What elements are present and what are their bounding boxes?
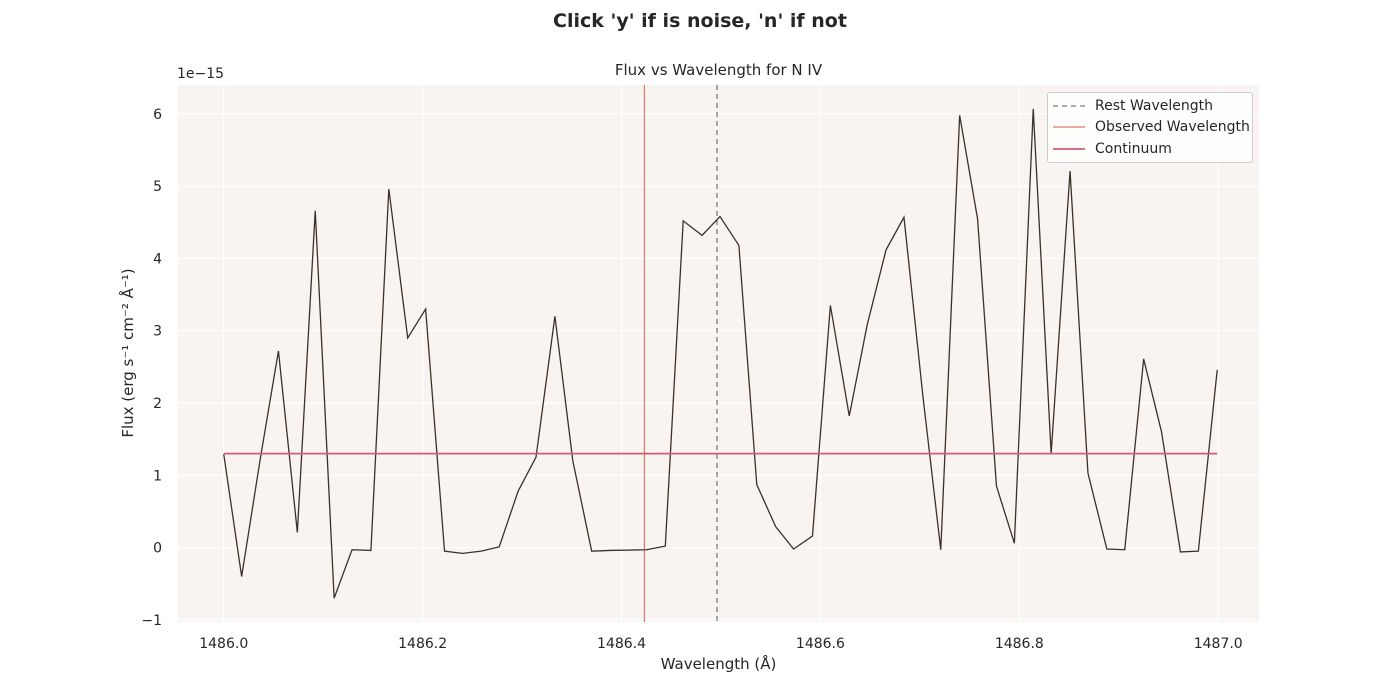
plot-area	[178, 85, 1259, 622]
legend-item-rest: Rest Wavelength	[1048, 95, 1252, 117]
legend-swatch-continuum	[1053, 142, 1085, 156]
y-tick-label: 1	[153, 468, 162, 484]
legend-item-observed: Observed Wavelength	[1048, 117, 1252, 139]
y-tick-label: 3	[153, 324, 162, 340]
y-tick-label: −1	[141, 613, 162, 629]
x-tick-label: 1486.4	[597, 636, 646, 652]
legend-swatch-rest	[1053, 99, 1085, 113]
x-tick-label: 1486.6	[796, 636, 845, 652]
y-tick-label: 6	[153, 107, 162, 123]
plot-title: Flux vs Wavelength for N IV	[614, 61, 823, 79]
legend-label-observed: Observed Wavelength	[1095, 119, 1250, 136]
x-tick-label: 1486.8	[995, 636, 1044, 652]
legend: Rest Wavelength Observed Wavelength Cont…	[1047, 92, 1253, 163]
x-tick-label: 1486.0	[199, 636, 248, 652]
y-axis-label: Flux (erg s⁻¹ cm⁻² Å⁻¹)	[119, 268, 137, 438]
x-tick-label: 1487.0	[1194, 636, 1243, 652]
y-tick-label: 0	[153, 541, 162, 557]
legend-item-continuum: Continuum	[1048, 138, 1252, 160]
y-tick-label: 2	[153, 396, 162, 412]
series-layer	[223, 85, 1218, 622]
x-axis-label: Wavelength (Å)	[660, 655, 777, 673]
legend-label-continuum: Continuum	[1095, 140, 1172, 157]
suptitle: Click 'y' if is noise, 'n' if not	[553, 10, 847, 32]
legend-swatch-observed	[1053, 120, 1085, 134]
legend-label-rest: Rest Wavelength	[1095, 97, 1213, 114]
x-tick-label: 1486.2	[398, 636, 447, 652]
y-tick-label: 5	[153, 179, 162, 195]
y-offset-label: 1e−15	[177, 66, 225, 82]
tick-labels: 1486.0 1486.2 1486.4 1486.6 1486.8 1487.0 −1 0 1…	[141, 107, 1242, 652]
y-tick-label: 4	[153, 251, 162, 267]
